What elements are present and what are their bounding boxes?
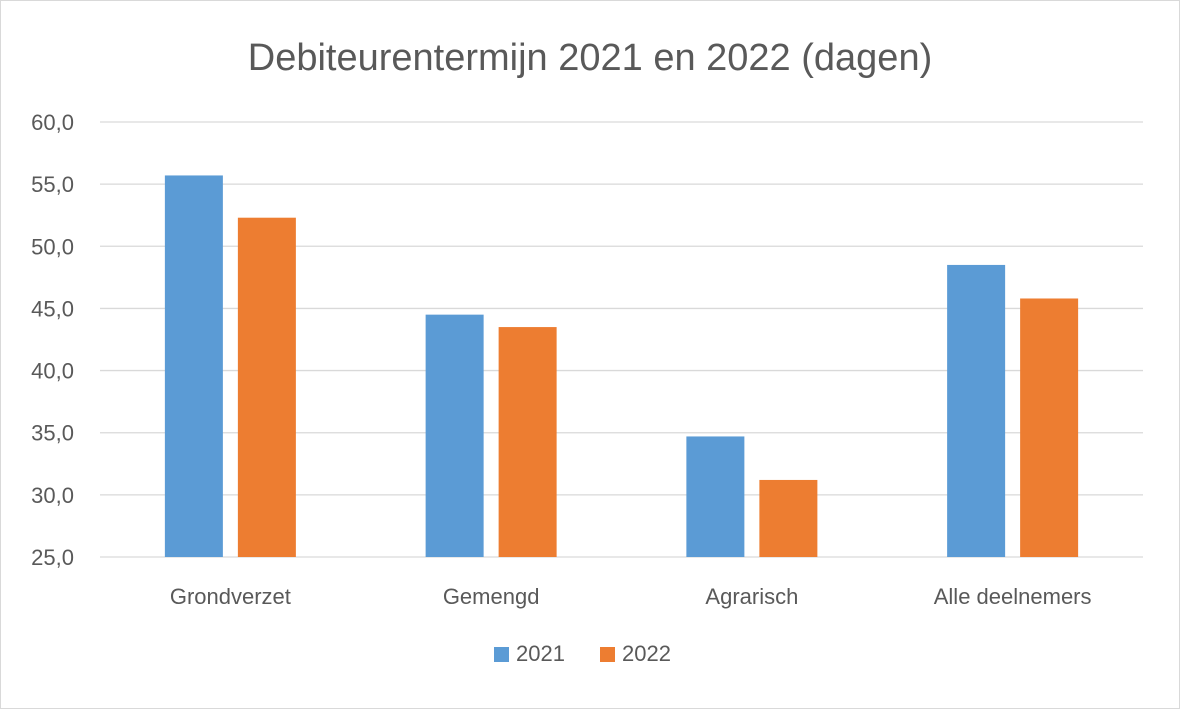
legend-label: 2021 (516, 641, 565, 666)
y-tick-label: 30,0 (31, 483, 74, 508)
y-tick-label: 45,0 (31, 296, 74, 321)
bar-2022-gemengd (498, 327, 557, 557)
bars (164, 175, 1079, 557)
bar-2021-grondverzet (164, 175, 223, 557)
x-category-label: Alle deelnemers (934, 584, 1092, 609)
y-tick-label: 40,0 (31, 359, 74, 384)
y-tick-label: 50,0 (31, 234, 74, 259)
x-category-label: Gemengd (443, 584, 540, 609)
bar-2021-alle-deelnemers (947, 264, 1006, 557)
y-tick-label: 35,0 (31, 421, 74, 446)
y-tick-label: 60,0 (31, 110, 74, 135)
chart-title: Debiteurentermijn 2021 en 2022 (dagen) (248, 37, 932, 79)
legend: 2021 2022 (494, 641, 671, 666)
x-category-label: Grondverzet (170, 584, 291, 609)
bar-2021-agrarisch (686, 436, 745, 557)
y-axis-ticks: 25,0 30,0 35,0 40,0 45,0 50,0 55,0 60,0 (31, 110, 74, 570)
y-tick-label: 25,0 (31, 545, 74, 570)
legend-swatch-2022 (600, 647, 615, 662)
x-axis-categories: Grondverzet Gemengd Agrarisch Alle deelneme… (170, 584, 1092, 609)
y-tick-label: 55,0 (31, 172, 74, 197)
legend-label: 2022 (622, 641, 671, 666)
bar-2021-gemengd (425, 314, 484, 557)
bar-2022-grondverzet (237, 217, 296, 557)
bar-2022-alle-deelnemers (1020, 298, 1079, 557)
legend-swatch-2021 (494, 647, 509, 662)
x-category-label: Agrarisch (705, 584, 798, 609)
bar-2022-agrarisch (759, 479, 818, 557)
